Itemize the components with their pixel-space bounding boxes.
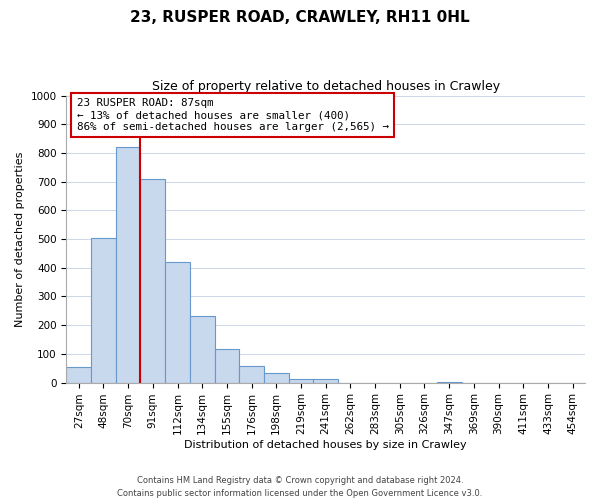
Bar	[67, 367, 91, 382]
Bar	[190, 316, 215, 382]
Bar	[239, 366, 264, 382]
Y-axis label: Number of detached properties: Number of detached properties	[15, 152, 25, 327]
Bar	[140, 179, 165, 382]
Bar	[116, 147, 140, 382]
X-axis label: Distribution of detached houses by size in Crawley: Distribution of detached houses by size …	[184, 440, 467, 450]
Text: Contains HM Land Registry data © Crown copyright and database right 2024.
Contai: Contains HM Land Registry data © Crown c…	[118, 476, 482, 498]
Title: Size of property relative to detached houses in Crawley: Size of property relative to detached ho…	[152, 80, 500, 93]
Bar	[165, 262, 190, 382]
Bar	[313, 379, 338, 382]
Bar	[289, 379, 313, 382]
Bar	[91, 238, 116, 382]
Text: 23, RUSPER ROAD, CRAWLEY, RH11 0HL: 23, RUSPER ROAD, CRAWLEY, RH11 0HL	[130, 10, 470, 25]
Bar	[215, 348, 239, 382]
Bar	[264, 372, 289, 382]
Text: 23 RUSPER ROAD: 87sqm
← 13% of detached houses are smaller (400)
86% of semi-det: 23 RUSPER ROAD: 87sqm ← 13% of detached …	[77, 98, 389, 132]
